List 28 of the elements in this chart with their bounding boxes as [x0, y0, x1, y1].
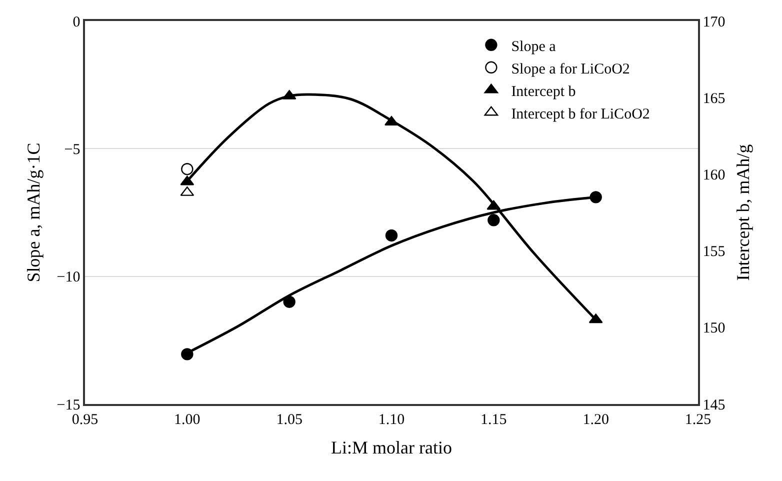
- x-tick-label: 1.00: [174, 412, 200, 428]
- y2-tick-label: 145: [702, 397, 726, 414]
- y-tick-label: −5: [64, 142, 80, 158]
- y-axis-title: Slope a, mAh/g·1C: [23, 142, 44, 282]
- legend-label: Slope a for LiCoO2: [511, 61, 630, 78]
- point: [181, 162, 194, 176]
- y-tick-label: 0: [72, 14, 80, 30]
- y-tick-label: −15: [56, 397, 80, 414]
- point: [385, 229, 398, 242]
- y2-tick-label: 160: [702, 167, 726, 184]
- legend-label: Slope a: [511, 38, 556, 55]
- x-axis-title: Li:M molar ratio: [331, 437, 452, 458]
- x-tick-label: 0.95: [72, 412, 98, 428]
- y2-tick-label: 150: [702, 320, 726, 337]
- x-tick-label: 1.05: [276, 412, 302, 428]
- y2-axis-title: Intercept b, mAh/g: [732, 144, 753, 281]
- x-tick-label: 1.10: [378, 412, 405, 428]
- legend-label: Intercept b for LiCoO2: [511, 106, 650, 122]
- y2-tick-label: 155: [702, 244, 726, 260]
- x-tick-label: 1.25: [684, 412, 712, 428]
- point: [488, 214, 500, 226]
- y2-tick-label: 170: [702, 14, 726, 30]
- x-tick-label: 1.15: [480, 412, 507, 428]
- point: [283, 296, 296, 308]
- y2-tick-label: 165: [702, 90, 726, 107]
- legend-label: Intercept b: [511, 84, 576, 100]
- x-tick-label: 1.20: [582, 412, 609, 428]
- y-tick-label: −10: [56, 270, 80, 286]
